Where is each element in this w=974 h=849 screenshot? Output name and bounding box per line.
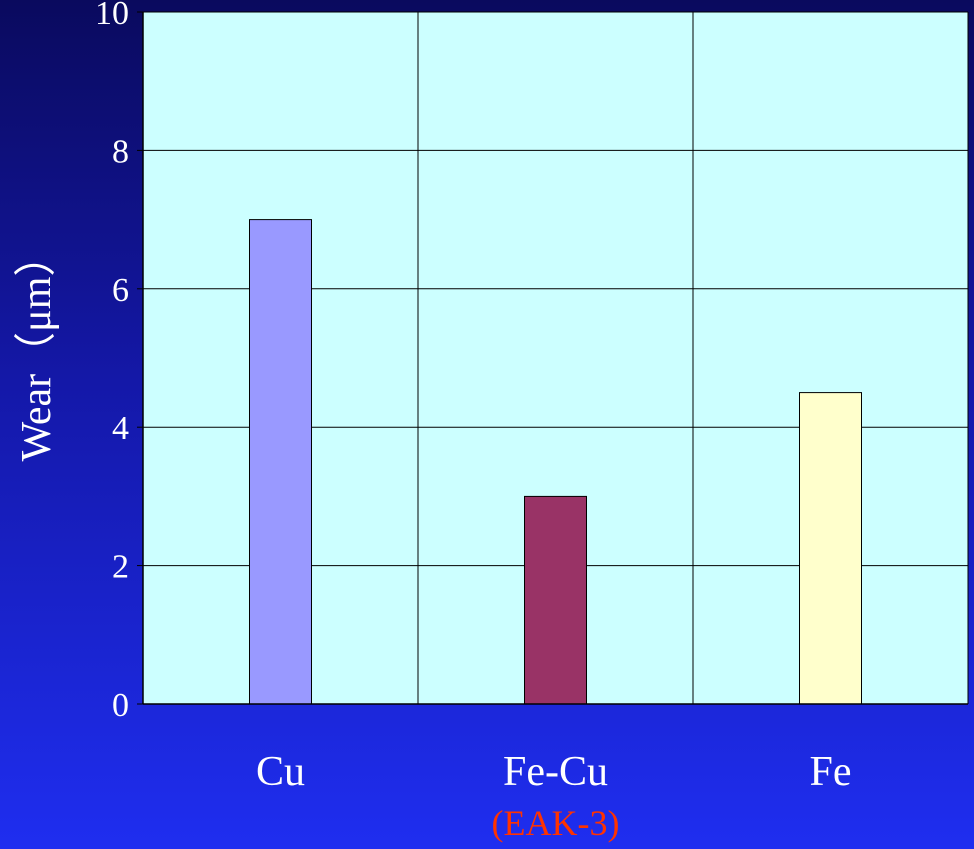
y-tick-label: 8: [112, 133, 129, 170]
bar-fe-cu: [524, 495, 587, 705]
axes: [137, 11, 968, 705]
y-tick-label: 0: [112, 687, 129, 724]
y-tick-label: 2: [112, 549, 129, 586]
x-tick-label: Cu: [256, 749, 305, 795]
y-axis-label: Wear（μm）: [14, 235, 60, 462]
bar-fe: [799, 392, 862, 705]
y-tick-label: 4: [112, 410, 129, 447]
category-annotation: (EAK-3): [492, 803, 620, 843]
bar-cu: [249, 219, 312, 705]
x-tick-label: Fe: [810, 749, 852, 795]
x-tick-label: Fe-Cu: [503, 749, 608, 795]
y-tick-label: 10: [95, 0, 129, 32]
y-tick-label: 6: [112, 272, 129, 309]
bars: [249, 219, 862, 705]
labels: 0 2 4 6 8 10 Cu Fe-Cu Fe (EAK-3) Wear（μm）: [14, 0, 852, 843]
